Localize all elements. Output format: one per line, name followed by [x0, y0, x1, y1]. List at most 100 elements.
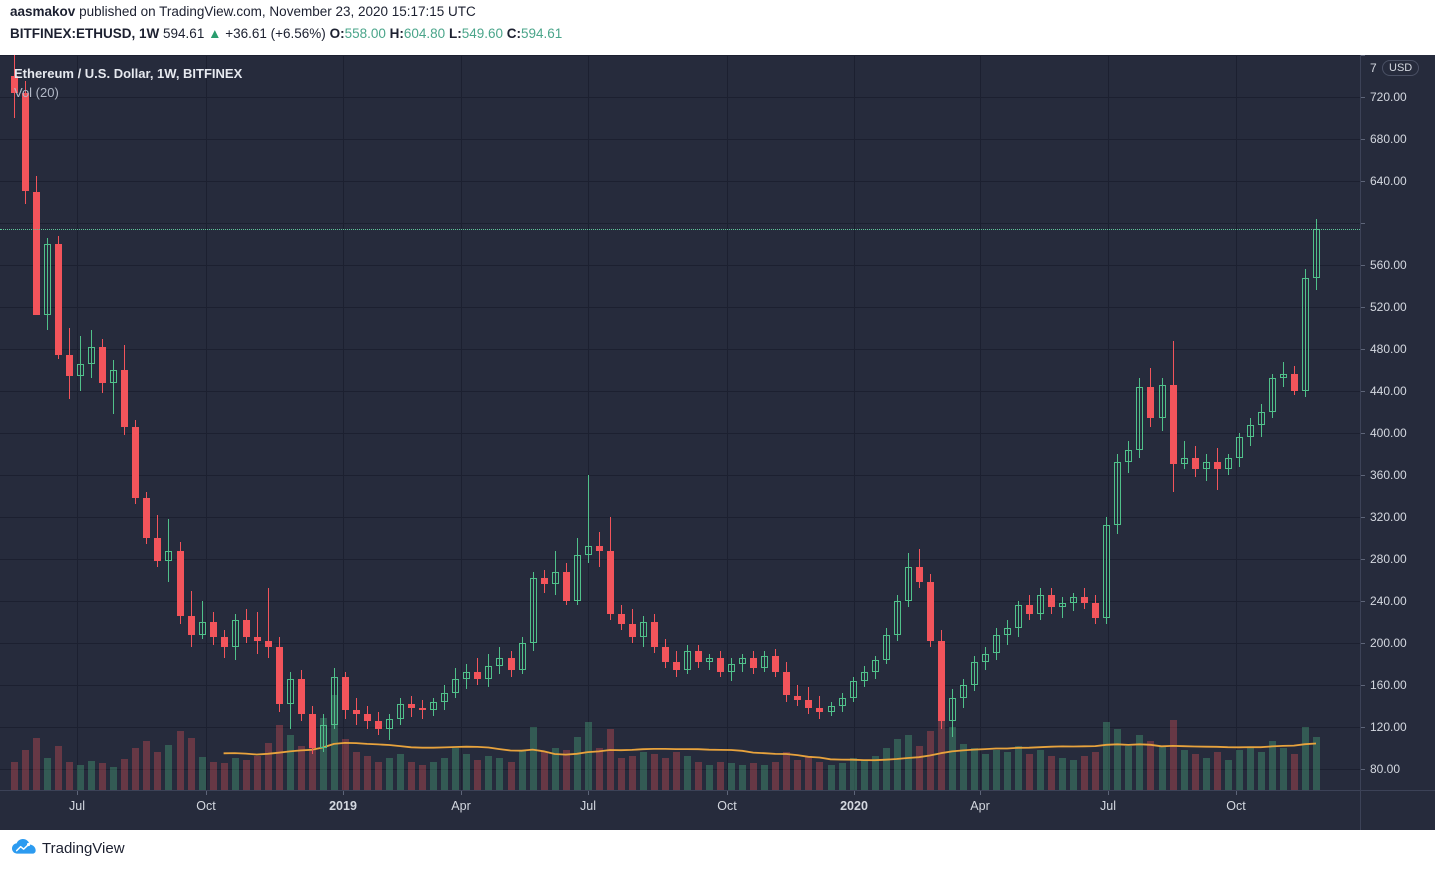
volume-bar — [407, 761, 415, 790]
volume-bar — [562, 750, 570, 790]
price-axis-separator — [1360, 55, 1361, 830]
candle-wick — [853, 676, 854, 702]
volume-bar — [231, 757, 239, 790]
volume-bar — [1257, 752, 1265, 790]
volume-bar — [860, 759, 868, 790]
candle-body — [981, 653, 989, 662]
price-tick — [1360, 349, 1365, 350]
price-axis[interactable]: 7 USD 594.61 6d 9h 720.00680.00640.00560… — [1360, 55, 1435, 830]
price-tick — [1360, 517, 1365, 518]
symbol-quote-line: BITFINEX:ETHUSD, 1W 594.61 ▲ +36.61 (+6.… — [10, 26, 562, 41]
volume-bar — [1312, 736, 1320, 790]
price-tick — [1360, 97, 1365, 98]
time-axis-label: Apr — [451, 799, 471, 813]
candle-body — [562, 571, 570, 601]
time-tick — [77, 790, 78, 795]
candle-wick — [687, 645, 688, 675]
candle-body — [407, 703, 415, 709]
tradingview-logo-icon — [12, 839, 36, 854]
gridline-h — [0, 97, 1360, 98]
volume-bar — [882, 748, 890, 790]
candle-body — [352, 710, 360, 715]
last-price-line — [0, 228, 1360, 230]
candle-wick — [996, 628, 997, 660]
candle-body — [716, 657, 724, 673]
volume-bar — [694, 761, 702, 790]
published-text: published on TradingView.com, November 2… — [75, 4, 476, 19]
time-axis-separator — [0, 790, 1435, 791]
candle-body — [815, 708, 823, 713]
high-label: H: — [389, 26, 404, 41]
candle-body — [540, 577, 548, 585]
candle-body — [120, 370, 128, 427]
candle-wick — [1139, 378, 1140, 459]
candle-body — [760, 655, 768, 669]
volume-bar — [1180, 750, 1188, 790]
candle-body — [1014, 605, 1022, 629]
price-tick — [1360, 223, 1365, 224]
gridline-v — [206, 55, 207, 790]
volume-bar — [131, 748, 139, 790]
time-axis-label: 2019 — [329, 799, 357, 813]
price-axis-label: 360.00 — [1370, 468, 1407, 482]
volume-bar — [418, 765, 426, 790]
volume-bar — [242, 759, 250, 790]
price-plot[interactable]: Ethereum / U.S. Dollar, 1W, BITFINEX Vol… — [0, 55, 1360, 790]
time-tick — [1108, 790, 1109, 795]
candle-body — [584, 546, 592, 555]
candle-body — [164, 550, 172, 562]
time-axis[interactable]: Jul Oct 2019 Apr Jul Oct 2020 Apr Jul Oct — [0, 790, 1360, 830]
candle-wick — [389, 714, 390, 740]
volume-bar — [727, 763, 735, 790]
candle-body — [1246, 424, 1254, 438]
volume-bar — [672, 752, 680, 790]
volume-bar — [529, 727, 537, 790]
candle-body — [43, 244, 51, 316]
candle-body — [650, 622, 658, 648]
candle-wick — [235, 613, 236, 660]
candle-body — [1235, 437, 1243, 459]
candle-body — [297, 678, 305, 715]
candle-body — [330, 676, 338, 725]
volume-bar — [749, 763, 757, 790]
price-tick — [1360, 391, 1365, 392]
volume-bar — [297, 746, 305, 790]
candle-wick — [1316, 218, 1317, 291]
candle-body — [440, 693, 448, 702]
candle-body — [495, 657, 503, 667]
candle-body — [1202, 462, 1210, 469]
time-tick — [727, 790, 728, 795]
price-axis-label: 200.00 — [1370, 636, 1407, 650]
candle-body — [617, 613, 625, 625]
chart-area[interactable]: Ethereum / U.S. Dollar, 1W, BITFINEX Vol… — [0, 55, 1435, 830]
volume-bar — [1146, 740, 1154, 790]
candle-body — [242, 619, 250, 637]
candle-body — [1102, 525, 1110, 618]
candle-body — [418, 708, 426, 711]
candle-body — [1191, 458, 1199, 469]
footer: TradingView — [0, 830, 1435, 869]
candle-body — [264, 640, 272, 648]
volume-bar — [606, 729, 614, 790]
candle-wick — [588, 475, 589, 564]
volume-bar — [1191, 753, 1199, 790]
candle-body — [10, 76, 18, 93]
volume-bar — [1080, 755, 1088, 790]
volume-bar — [308, 748, 316, 790]
gridline-h — [0, 55, 1360, 56]
price-tick — [1360, 769, 1365, 770]
volume-bar — [484, 755, 492, 790]
candle-wick — [323, 714, 324, 753]
time-tick — [980, 790, 981, 795]
volume-bar — [1069, 759, 1077, 790]
candle-body — [484, 666, 492, 679]
candle-body — [98, 346, 106, 383]
volume-bar — [904, 734, 912, 790]
candle-body — [363, 714, 371, 721]
price-tick — [1360, 139, 1365, 140]
price-axis-label: 480.00 — [1370, 342, 1407, 356]
candle-wick — [1117, 454, 1118, 534]
indicator-legend[interactable]: Vol (20) — [14, 85, 59, 100]
time-tick — [854, 790, 855, 795]
candle-body — [661, 647, 669, 662]
